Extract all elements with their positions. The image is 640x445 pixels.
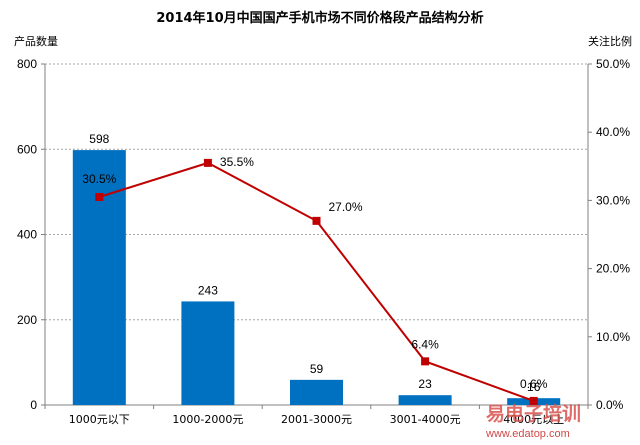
bar [398,395,452,405]
bar [181,301,235,405]
bar-value-label: 23 [418,377,432,391]
watermark-url: www.edatop.com [485,428,570,440]
line-value-label: 27.0% [329,200,363,214]
x-tick-label: 4000元以上 [503,413,564,426]
line-marker [529,396,538,405]
gridlines [45,63,588,321]
left-axis-title: 产品数量 [14,34,58,48]
x-tick-label: 2001-3000元 [281,413,352,426]
bar-value-label: 598 [89,132,109,146]
left-tick-label: 0 [30,398,37,412]
bar-value-label: 59 [310,362,324,376]
chart-title: 2014年10月中国国产手机市场不同价格段产品结构分析 [156,10,483,26]
right-tick-label: 0.0% [596,398,624,412]
bar [290,379,343,405]
right-tick-label: 50.0% [596,57,630,71]
left-tick-label: 200 [17,313,37,327]
right-tick-label: 40.0% [596,125,630,139]
x-tick-label: 1000-2000元 [172,413,243,426]
x-tick-label: 3001-4000元 [390,413,461,426]
line-value-label: 30.5% [82,172,116,186]
line-marker [421,357,430,366]
bar [72,150,126,405]
line-value-label: 6.4% [411,337,439,351]
x-tick-label: 1000元以下 [69,413,130,426]
right-tick-label: 10.0% [596,330,630,344]
watermark: 易电子培训 www.edatop.com [485,402,581,440]
right-tick-label: 20.0% [596,262,630,276]
line-marker [312,216,321,225]
line-marker [203,158,212,167]
bar-value-label: 16 [527,380,541,394]
line-series [95,158,538,405]
left-tick-label: 600 [17,142,37,156]
left-tick-label: 800 [17,57,37,71]
line-value-label: 35.5% [220,155,254,169]
data-labels: 598 243 59 23 16 30.5% 35.5% 27.0% 6.4% 0.6% [82,132,547,394]
right-axis-title: 关注比例 [588,34,632,48]
tick-labels: 0 200 400 600 800 0.0% 10.0% 20.0% 30.0% 40.0% 50.… [17,57,630,426]
bar-series [72,150,561,405]
line-marker [95,192,104,201]
watermark-text: 易电子培训 [486,402,581,425]
right-tick-label: 30.0% [596,193,630,207]
line-value-label: 0.6% [520,377,548,391]
bar-value-label: 243 [198,283,218,297]
left-tick-label: 400 [17,228,37,242]
